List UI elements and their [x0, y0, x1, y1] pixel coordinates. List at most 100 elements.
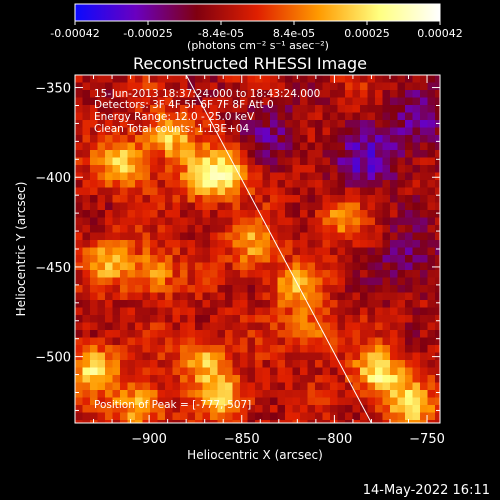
- heatmap-cell: [277, 262, 286, 271]
- heatmap-cell: [82, 382, 91, 391]
- heatmap-cell: [277, 135, 286, 143]
- heatmap-cell: [397, 232, 406, 241]
- heatmap-cell: [105, 330, 113, 338]
- heatmap-cell: [135, 195, 143, 203]
- heatmap-cell: [180, 285, 188, 293]
- heatmap-cell: [217, 187, 226, 196]
- heatmap-cell: [315, 75, 323, 83]
- heatmap-cell: [322, 412, 331, 421]
- heatmap-cell: [247, 270, 256, 278]
- heatmap-cell: [135, 127, 143, 136]
- heatmap-cell: [157, 165, 166, 173]
- heatmap-cell: [352, 240, 361, 248]
- heatmap-cell: [360, 262, 368, 271]
- heatmap-cell: [255, 270, 263, 278]
- heatmap-cell: [187, 142, 196, 151]
- heatmap-cell: [352, 285, 361, 293]
- heatmap-cell: [375, 375, 383, 383]
- heatmap-cell: [82, 180, 91, 188]
- heatmap-cell: [217, 247, 226, 256]
- heatmap-cell: [217, 172, 226, 181]
- heatmap-cell: [352, 90, 361, 98]
- heatmap-cell: [210, 150, 218, 158]
- heatmap-cell: [412, 135, 421, 143]
- heatmap-cell: [307, 165, 316, 173]
- heatmap-cell: [300, 270, 308, 278]
- heatmap-cell: [285, 262, 293, 271]
- heatmap-cell: [180, 217, 188, 226]
- heatmap-cell: [75, 420, 83, 423]
- heatmap-cell: [127, 82, 136, 91]
- heatmap-cell: [135, 307, 143, 316]
- heatmap-cell: [240, 292, 248, 301]
- heatmap-cell: [405, 232, 413, 241]
- heatmap-cell: [375, 225, 383, 233]
- heatmap-cell: [262, 270, 271, 278]
- heatmap-cell: [97, 90, 106, 98]
- heatmap-cell: [375, 247, 383, 256]
- heatmap-cell: [187, 157, 196, 166]
- heatmap-cell: [435, 150, 440, 158]
- heatmap-cell: [165, 240, 173, 248]
- heatmap-cell: [217, 120, 226, 128]
- heatmap-cell: [300, 375, 308, 383]
- heatmap-cell: [75, 330, 83, 338]
- heatmap-cell: [277, 412, 286, 421]
- heatmap-cell: [277, 397, 286, 406]
- heatmap-cell: [292, 382, 301, 391]
- heatmap-cell: [120, 210, 128, 218]
- heatmap-cell: [397, 180, 406, 188]
- heatmap-cell: [390, 105, 398, 113]
- heatmap-cell: [285, 405, 293, 413]
- heatmap-cell: [232, 345, 241, 353]
- heatmap-cell: [307, 367, 316, 376]
- heatmap-cell: [412, 285, 421, 293]
- heatmap-cell: [172, 270, 181, 278]
- heatmap-cell: [157, 277, 166, 286]
- heatmap-cell: [240, 232, 248, 241]
- heatmap-cell: [157, 292, 166, 301]
- heatmap-cell: [202, 142, 211, 151]
- heatmap-cell: [135, 202, 143, 211]
- heatmap-cell: [172, 382, 181, 391]
- heatmap-cell: [75, 322, 83, 331]
- heatmap-cell: [382, 292, 391, 301]
- heatmap-cell: [217, 382, 226, 391]
- heatmap-cell: [427, 135, 436, 143]
- heatmap-cell: [262, 300, 271, 308]
- heatmap-cell: [382, 367, 391, 376]
- heatmap-cell: [75, 345, 83, 353]
- heatmap-cell: [375, 172, 383, 181]
- heatmap-cell: [127, 382, 136, 391]
- heatmap-cell: [307, 150, 316, 158]
- heatmap-cell: [405, 187, 413, 196]
- heatmap-cell: [427, 210, 436, 218]
- heatmap-cell: [127, 315, 136, 323]
- heatmap-cell: [247, 412, 256, 421]
- heatmap-cell: [90, 367, 98, 376]
- heatmap-cell: [142, 420, 151, 423]
- heatmap-cell: [97, 352, 106, 361]
- heatmap-cell: [367, 247, 376, 256]
- heatmap-cell: [202, 82, 211, 91]
- heatmap-cell: [172, 397, 181, 406]
- heatmap-cell: [367, 210, 376, 218]
- heatmap-cell: [397, 330, 406, 338]
- heatmap-cell: [217, 360, 226, 368]
- heatmap-cell: [352, 172, 361, 181]
- heatmap-cell: [360, 75, 368, 83]
- heatmap-cell: [142, 330, 151, 338]
- heatmap-cell: [307, 82, 316, 91]
- heatmap-cell: [127, 390, 136, 398]
- heatmap-cell: [315, 105, 323, 113]
- heatmap-cell: [157, 270, 166, 278]
- heatmap-cell: [330, 405, 338, 413]
- heatmap-cell: [165, 225, 173, 233]
- heatmap-cell: [150, 232, 158, 241]
- heatmap-cell: [255, 262, 263, 271]
- heatmap-cell: [210, 367, 218, 376]
- heatmap-cell: [300, 135, 308, 143]
- heatmap-cell: [435, 90, 440, 98]
- colorbar-tick-label: 0.00025: [344, 27, 390, 40]
- heatmap-cell: [390, 292, 398, 301]
